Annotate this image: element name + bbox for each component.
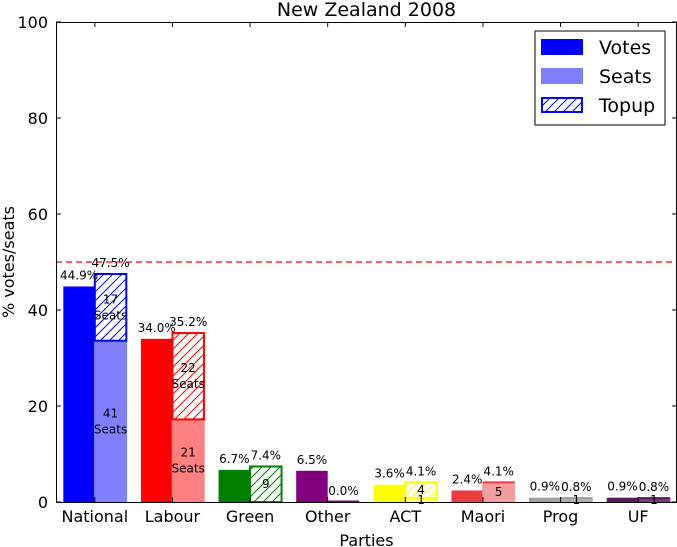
legend: Votes Seats Topup <box>534 30 666 126</box>
topup-seats-bar-labour <box>171 332 205 421</box>
y-axis-label: % votes/seats <box>0 206 18 318</box>
x-tick-label-green: Green <box>226 507 274 526</box>
votes-bar-prog <box>529 497 561 502</box>
x-tick-label-labour: Labour <box>145 507 201 526</box>
topup-seats-bar-act <box>404 481 438 500</box>
electorate-label-prog: 1 <box>572 493 580 507</box>
votes-label-maori: 2.4% <box>452 472 483 486</box>
electorate-label-labour: 21 Seats <box>172 446 205 476</box>
legend-swatch-seats <box>541 68 583 84</box>
x-tick-label-prog: Prog <box>543 507 579 526</box>
seats-label-act: 4.1% <box>406 464 437 478</box>
seats-label-prog: 0.8% <box>561 480 592 494</box>
topup-seats-bar-national <box>93 273 128 342</box>
legend-label-topup: Topup <box>598 95 655 117</box>
legend-label-seats: Seats <box>599 66 652 88</box>
electorate-label-maori: 5 <box>495 485 503 499</box>
votes-bar-other <box>296 470 328 502</box>
y-tick-label: 20 <box>28 397 48 416</box>
legend-swatch-votes <box>541 39 583 55</box>
seats-label-national: 47.5% <box>92 256 130 270</box>
votes-label-prog: 0.9% <box>530 480 561 494</box>
y-tick-label: 0 <box>38 493 48 512</box>
seats-label-green: 7.4% <box>251 448 282 462</box>
votes-label-other: 6.5% <box>297 453 328 467</box>
x-tick-label-other: Other <box>305 507 351 526</box>
votes-bar-national <box>63 286 95 502</box>
votes-label-green: 6.7% <box>219 452 250 466</box>
x-axis-label: Parties <box>339 531 393 547</box>
legend-swatch-topup <box>541 97 583 113</box>
labels-group: 44.9%47.5% 17 Seats 41 Seats 34.0%35.2% 22 Seat… <box>60 256 669 507</box>
topup-label-act: 4 <box>417 483 425 497</box>
x-tick-label-national: National <box>61 507 128 526</box>
legend-label-votes: Votes <box>599 37 651 59</box>
topup-label-green: 9 <box>262 477 270 491</box>
votes-bar-labour <box>140 338 173 502</box>
votes-bar-uf <box>606 497 639 502</box>
votes-label-national: 44.9% <box>60 268 98 282</box>
y-tick-label: 80 <box>28 109 48 128</box>
y-tick-label: 100 <box>17 13 48 32</box>
votes-label-act: 3.6% <box>374 467 405 481</box>
seats-label-uf: 0.8% <box>639 480 670 494</box>
x-tick-label-maori: Maori <box>461 507 505 526</box>
electorate-seats-bar-labour <box>171 418 205 503</box>
y-tick-label: 60 <box>28 205 48 224</box>
seats-label-labour: 35.2% <box>169 315 207 329</box>
topup-label-national: 17 Seats <box>94 292 127 322</box>
votes-bar-green <box>218 469 251 502</box>
electorate-label-uf: 1 <box>650 493 658 507</box>
axes-group: National Labour Green Other ACT Maori Prog UF 0 2… <box>17 13 677 526</box>
electorate-label-act: 1 <box>417 493 425 507</box>
x-tick-label-act: ACT <box>390 507 422 526</box>
votes-bar-act <box>373 484 406 502</box>
votes-label-labour: 34.0% <box>138 321 176 335</box>
y-tick-label: 40 <box>28 301 48 320</box>
votes-label-uf: 0.9% <box>607 480 638 494</box>
chart-title: New Zealand 2008 <box>277 0 456 21</box>
votes-bar-maori <box>451 490 483 502</box>
electorate-label-national: 41 Seats <box>94 406 127 436</box>
electorate-seats-bar-national <box>94 339 128 503</box>
x-tick-label-uf: UF <box>628 507 649 526</box>
topup-label-labour: 22 Seats <box>172 361 205 391</box>
seats-label-maori: 4.1% <box>483 464 514 478</box>
bars-group <box>63 273 671 504</box>
seats-label-other: 0.0% <box>328 484 359 498</box>
